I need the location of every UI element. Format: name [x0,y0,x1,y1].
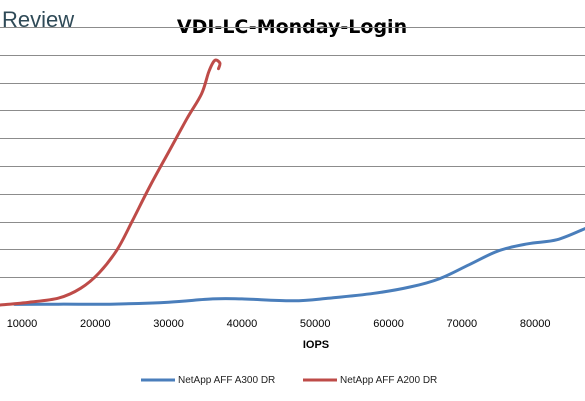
legend: NetApp AFF A300 DR NetApp AFF A200 DR [141,375,437,386]
x-tick-label: 40000 [227,318,258,330]
x-axis-label: IOPS [303,339,329,351]
x-tick-label: 10000 [7,318,38,330]
legend-label-2: NetApp AFF A200 DR [340,375,437,386]
x-tick-label: 80000 [520,318,551,330]
series-layer [0,58,585,307]
x-tick-label: 50000 [300,318,331,330]
grid-layer [0,27,585,278]
brand-logo-text: Review [2,7,74,32]
legend-label-1: NetApp AFF A300 DR [178,375,275,386]
series-line-2 [0,58,222,307]
x-tick-label: 30000 [153,318,184,330]
x-tick-label: 20000 [80,318,111,330]
x-axis-ticks: 10000 20000 30000 40000 50000 60000 70000 80000 [7,318,551,330]
x-tick-label: 60000 [373,318,404,330]
series-line-1 [13,227,585,306]
x-tick-label: 70000 [447,318,478,330]
